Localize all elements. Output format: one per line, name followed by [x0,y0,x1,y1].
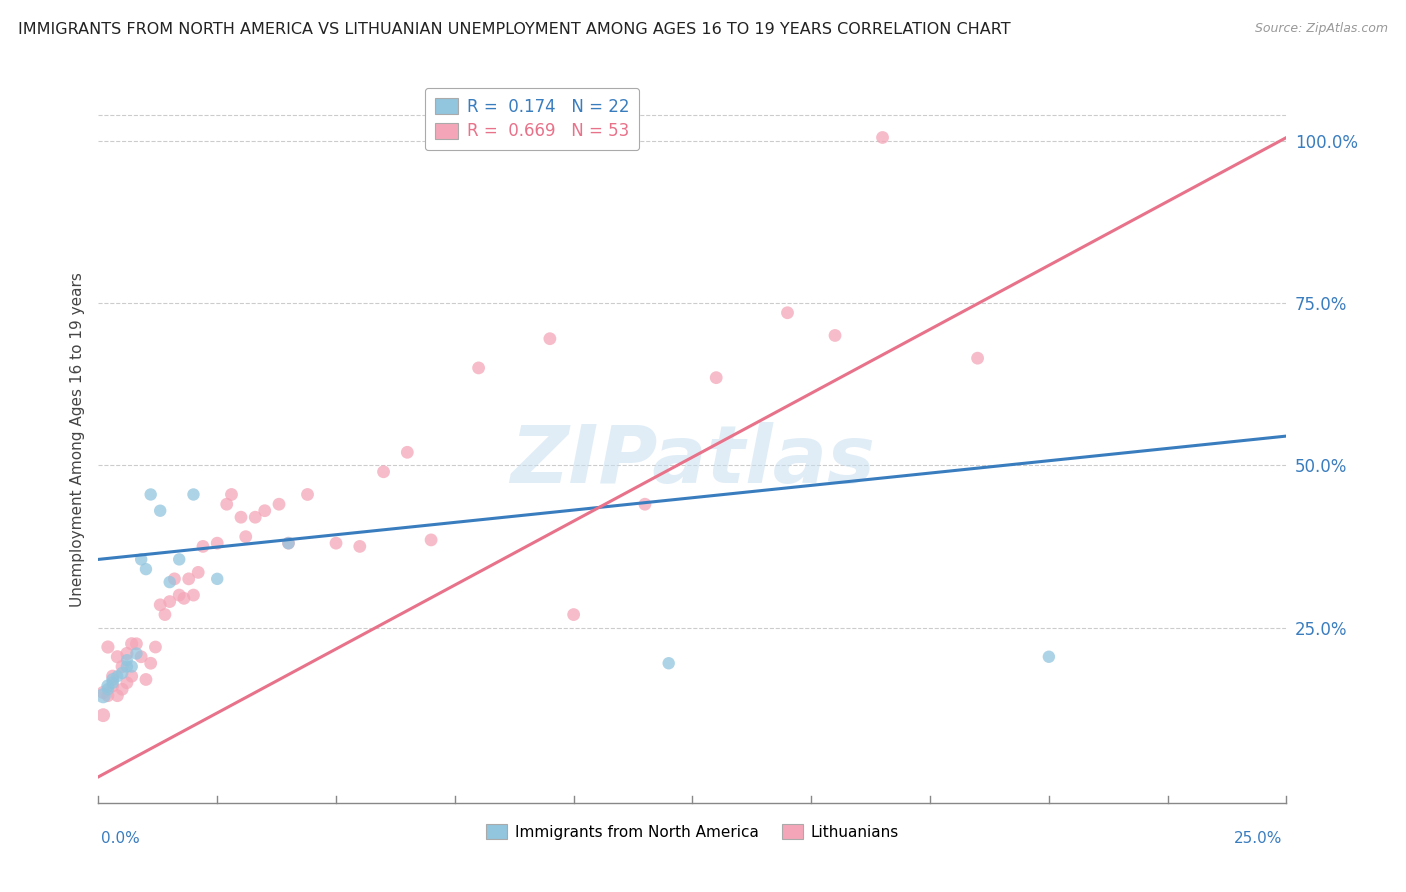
Point [115,659,138,673]
Point [221,487,243,501]
Point [107,649,129,664]
Point [121,669,143,683]
Legend: Immigrants from North America, Lithuanians: Immigrants from North America, Lithuania… [479,818,905,846]
Point [97,682,120,697]
Point [135,673,157,687]
Point [235,530,257,544]
Point [121,637,143,651]
Point [139,487,162,501]
Point [538,332,561,346]
Point [91,708,114,723]
Point [229,510,252,524]
Point [149,504,172,518]
Point [396,445,419,459]
Point [107,689,129,703]
Point [111,682,134,697]
Point [297,487,319,501]
Point [101,675,124,690]
Point [420,533,443,547]
Text: ZIPatlas: ZIPatlas [510,422,875,500]
Point [115,675,138,690]
Point [91,689,114,703]
Point [325,536,347,550]
Point [253,504,276,518]
Point [115,647,138,661]
Point [153,607,176,622]
Text: 0.0%: 0.0% [101,831,141,846]
Text: Source: ZipAtlas.com: Source: ZipAtlas.com [1254,22,1388,36]
Point [191,540,214,554]
Point [173,591,195,606]
Point [129,649,152,664]
Point [373,465,395,479]
Point [163,572,186,586]
Point [824,328,846,343]
Point [776,306,799,320]
Point [111,659,134,673]
Point [97,640,120,654]
Point [167,552,190,566]
Point [183,487,205,501]
Point [245,510,267,524]
Point [159,575,181,590]
Text: 25.0%: 25.0% [1234,831,1282,846]
Point [562,607,585,622]
Point [111,665,134,680]
Y-axis label: Unemployment Among Ages 16 to 19 years: Unemployment Among Ages 16 to 19 years [69,272,84,607]
Point [97,689,120,703]
Point [277,536,299,550]
Point [101,679,124,693]
Point [349,540,371,554]
Point [101,673,124,687]
Point [115,653,138,667]
Point [1038,649,1060,664]
Point [183,588,205,602]
Point [129,552,152,566]
Point [101,669,124,683]
Point [872,130,894,145]
Point [107,669,129,683]
Point [145,640,167,654]
Point [215,497,238,511]
Point [267,497,290,511]
Point [704,370,727,384]
Point [177,572,200,586]
Point [467,360,489,375]
Point [149,598,172,612]
Point [966,351,988,366]
Point [121,659,143,673]
Text: IMMIGRANTS FROM NORTH AMERICA VS LITHUANIAN UNEMPLOYMENT AMONG AGES 16 TO 19 YEA: IMMIGRANTS FROM NORTH AMERICA VS LITHUAN… [18,22,1011,37]
Point [159,594,181,608]
Point [167,588,190,602]
Point [97,679,120,693]
Point [125,637,148,651]
Point [658,657,681,671]
Point [634,497,657,511]
Point [207,572,229,586]
Point [187,566,209,580]
Point [135,562,157,576]
Point [125,647,148,661]
Point [207,536,229,550]
Point [91,685,114,699]
Point [277,536,299,550]
Point [139,657,162,671]
